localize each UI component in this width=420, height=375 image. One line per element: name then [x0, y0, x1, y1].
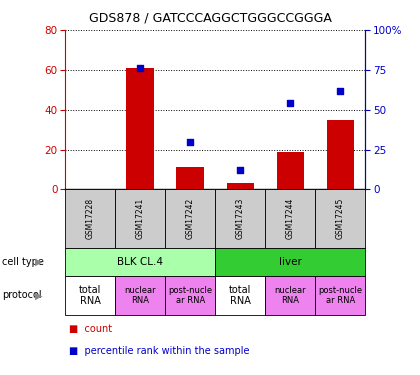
Text: GDS878 / GATCCCAGGCTGGGCCGGGA: GDS878 / GATCCCAGGCTGGGCCGGGA [89, 11, 331, 24]
Bar [176, 168, 204, 189]
Bar [126, 68, 154, 189]
Text: GSM17228: GSM17228 [86, 198, 94, 239]
Point [337, 88, 344, 94]
Text: ▶: ▶ [35, 290, 42, 300]
Text: GSM17242: GSM17242 [186, 198, 195, 239]
Point [137, 65, 144, 71]
Point [237, 167, 244, 173]
Text: ▶: ▶ [35, 256, 42, 267]
Text: post-nucle
ar RNA: post-nucle ar RNA [168, 286, 212, 305]
Text: GSM17241: GSM17241 [136, 198, 144, 239]
Point [287, 100, 294, 106]
Bar [327, 120, 354, 189]
Text: protocol: protocol [2, 290, 42, 300]
Bar [276, 152, 304, 189]
Text: nuclear
RNA: nuclear RNA [124, 286, 156, 305]
Bar [226, 183, 254, 189]
Text: post-nucle
ar RNA: post-nucle ar RNA [318, 286, 362, 305]
Point [187, 139, 194, 145]
Text: GSM17245: GSM17245 [336, 198, 345, 239]
Text: cell type: cell type [2, 256, 44, 267]
Text: nuclear
RNA: nuclear RNA [275, 286, 306, 305]
Text: liver: liver [279, 256, 302, 267]
Text: GSM17244: GSM17244 [286, 198, 295, 239]
Text: ■  count: ■ count [69, 324, 113, 334]
Text: ■  percentile rank within the sample: ■ percentile rank within the sample [69, 346, 250, 356]
Text: total
RNA: total RNA [79, 285, 101, 306]
Text: GSM17243: GSM17243 [236, 198, 245, 239]
Text: BLK CL.4: BLK CL.4 [117, 256, 163, 267]
Text: total
RNA: total RNA [229, 285, 252, 306]
